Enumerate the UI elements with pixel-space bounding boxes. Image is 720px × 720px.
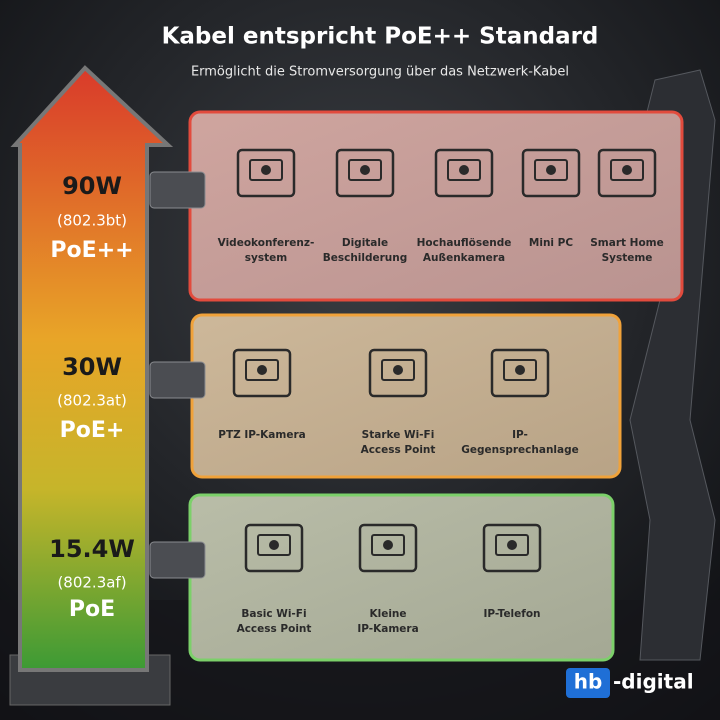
device-icon [597, 148, 657, 198]
device-label: Videokonferenz- [218, 237, 315, 249]
device-icon [232, 348, 292, 398]
device-icon [335, 148, 395, 198]
hinge [149, 361, 206, 399]
poe-name: PoE [69, 597, 115, 622]
device-icon-detail [348, 159, 382, 181]
standard: (802.3at) [57, 392, 127, 410]
device-icon-detail [447, 159, 481, 181]
device-icon [358, 523, 418, 573]
device-icon [244, 523, 304, 573]
device-label: Kleine [369, 608, 406, 620]
device-label: Hochauflösende [417, 237, 512, 249]
standard: (802.3bt) [57, 212, 127, 230]
brand-box [566, 668, 610, 698]
device-label: Digitale [342, 237, 388, 249]
device-label: Systeme [602, 252, 653, 264]
device-icon-detail [261, 165, 271, 175]
device-icon-detail [257, 534, 291, 556]
device-icon-detail [495, 534, 529, 556]
device-label: IP- [512, 429, 528, 441]
device-icon-detail [381, 359, 415, 381]
device-icon-detail [459, 165, 469, 175]
device-label: Beschilderung [323, 252, 408, 264]
device-label: Smart Home [590, 237, 664, 249]
device-icon-detail [360, 165, 370, 175]
device-icon-detail [249, 159, 283, 181]
device-icon [521, 148, 581, 198]
device-icon [482, 523, 542, 573]
power-arrow [10, 65, 174, 672]
brand-name: -digital [613, 670, 694, 694]
device-icon-detail [610, 159, 644, 181]
panel-poe [188, 493, 615, 662]
device-icon-detail [393, 365, 403, 375]
title: Kabel entspricht PoE++ Standard [162, 24, 599, 50]
device-icon [434, 148, 494, 198]
device-icon-detail [534, 159, 568, 181]
device-label: Gegensprechanlage [461, 444, 579, 456]
hinge [149, 171, 206, 209]
device-label: Access Point [361, 444, 436, 456]
device-label: Access Point [237, 623, 312, 635]
device-icon-detail [383, 540, 393, 550]
brand-mark: hb [574, 670, 603, 694]
device-label: system [245, 252, 287, 264]
poe-name: PoE+ [60, 418, 125, 443]
power: 15.4W [49, 535, 135, 563]
poe-name: PoE++ [50, 238, 133, 263]
device-icon-detail [515, 365, 525, 375]
device-icon-detail [503, 359, 537, 381]
standard: (802.3af) [57, 574, 126, 592]
device-icon [368, 348, 428, 398]
device-label: Basic Wi-Fi [241, 608, 306, 620]
subtitle: Ermöglicht die Stromversorgung über das … [191, 65, 569, 80]
device-icon-detail [507, 540, 517, 550]
panel-poe-plus-plus [188, 110, 684, 302]
device-icon [490, 348, 550, 398]
power: 90W [62, 172, 122, 200]
device-label: IP-Telefon [483, 608, 540, 620]
device-label: Mini PC [529, 237, 573, 249]
device-icon-detail [245, 359, 279, 381]
hinge [149, 541, 206, 579]
power: 30W [62, 353, 122, 381]
device-label: Außenkamera [423, 252, 505, 264]
device-label: IP-Kamera [357, 623, 418, 635]
device-icon-detail [622, 165, 632, 175]
device-icon-detail [546, 165, 556, 175]
device-label: PTZ IP-Kamera [218, 429, 305, 441]
device-icon-detail [269, 540, 279, 550]
device-icon-detail [371, 534, 405, 556]
device-label: Starke Wi-Fi [362, 429, 435, 441]
device-icon [236, 148, 296, 198]
device-icon-detail [257, 365, 267, 375]
